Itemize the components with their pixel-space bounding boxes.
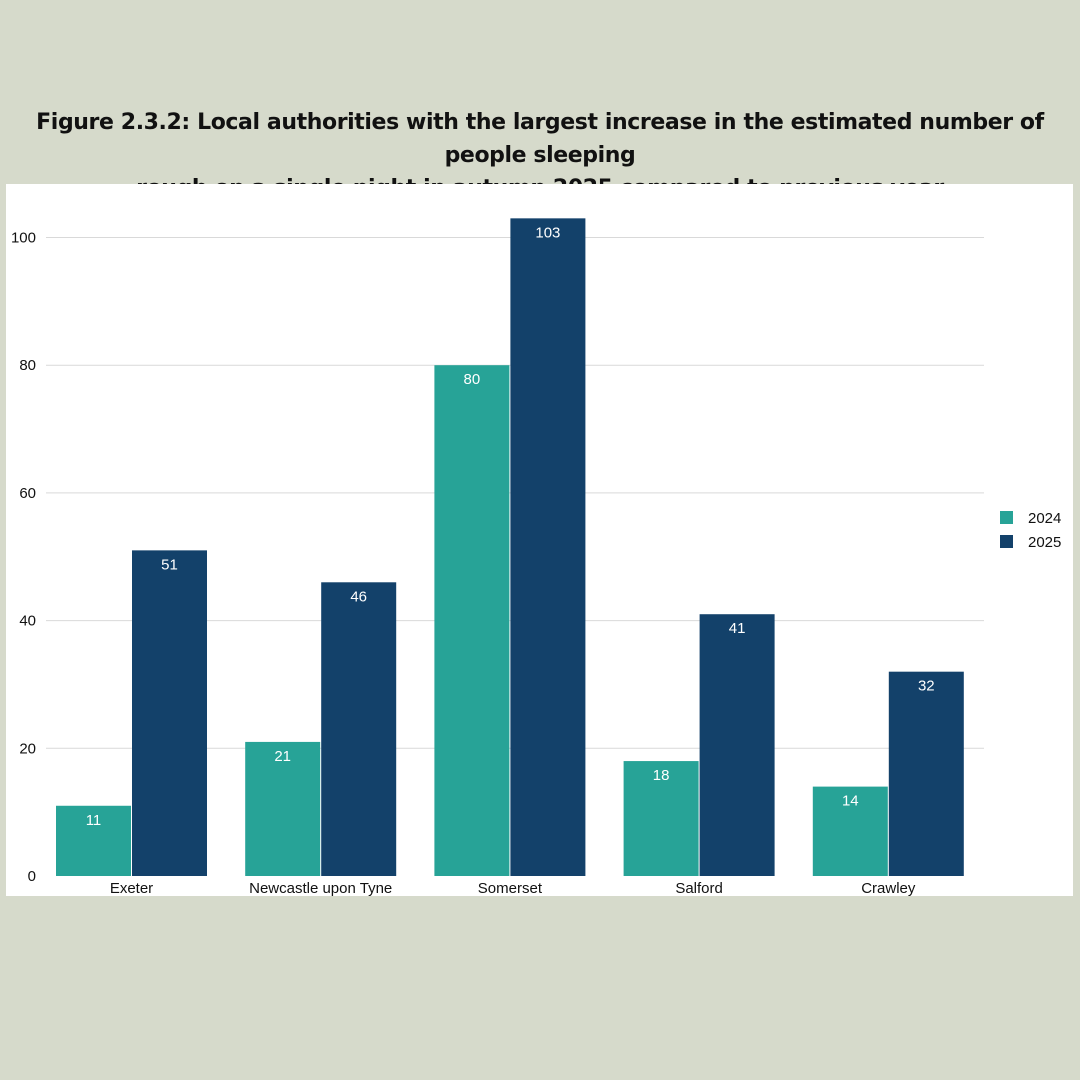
data-label: 32 xyxy=(918,678,935,695)
y-tick-label: 0 xyxy=(28,868,36,885)
bar xyxy=(510,218,586,877)
y-tick-label: 40 xyxy=(19,613,36,630)
data-label: 103 xyxy=(535,224,560,241)
bar xyxy=(888,671,964,876)
data-label: 14 xyxy=(842,793,859,810)
legend-label: 2024 xyxy=(1028,510,1061,527)
y-tick-label: 60 xyxy=(19,485,36,502)
x-tick-label: Salford xyxy=(675,880,723,896)
chart-panel: 0 20 40 60 80 100 11 51 Exeter 21 46 Newcastle upon… xyxy=(6,184,1073,896)
bar xyxy=(699,614,775,876)
bar xyxy=(245,741,321,876)
data-label: 41 xyxy=(729,620,746,637)
data-label: 80 xyxy=(464,371,481,388)
bar xyxy=(623,761,699,876)
data-label: 51 xyxy=(161,556,178,573)
x-tick-label: Somerset xyxy=(478,880,543,896)
x-tick-label: Exeter xyxy=(110,880,153,896)
data-label: 11 xyxy=(86,812,102,829)
data-label: 21 xyxy=(274,748,291,765)
y-tick-label: 20 xyxy=(19,740,36,757)
bar xyxy=(434,365,510,876)
bar xyxy=(132,550,207,876)
chart-title-line-1: Figure 2.3.2: Local authorities with the… xyxy=(36,110,1044,168)
legend-swatch xyxy=(1000,535,1013,548)
y-tick-label: 80 xyxy=(19,357,36,374)
bar xyxy=(812,786,888,876)
x-tick-label: Crawley xyxy=(861,880,916,896)
x-tick-label: Newcastle upon Tyne xyxy=(249,880,392,896)
bar xyxy=(321,582,397,876)
legend-swatch xyxy=(1000,511,1013,524)
data-label: 18 xyxy=(653,767,670,784)
y-tick-label: 100 xyxy=(11,230,36,247)
legend-label: 2025 xyxy=(1028,534,1061,551)
bar-chart: 0 20 40 60 80 100 11 51 Exeter 21 46 Newcastle upon… xyxy=(11,218,1061,896)
data-label: 46 xyxy=(350,588,367,605)
bar xyxy=(56,805,131,876)
